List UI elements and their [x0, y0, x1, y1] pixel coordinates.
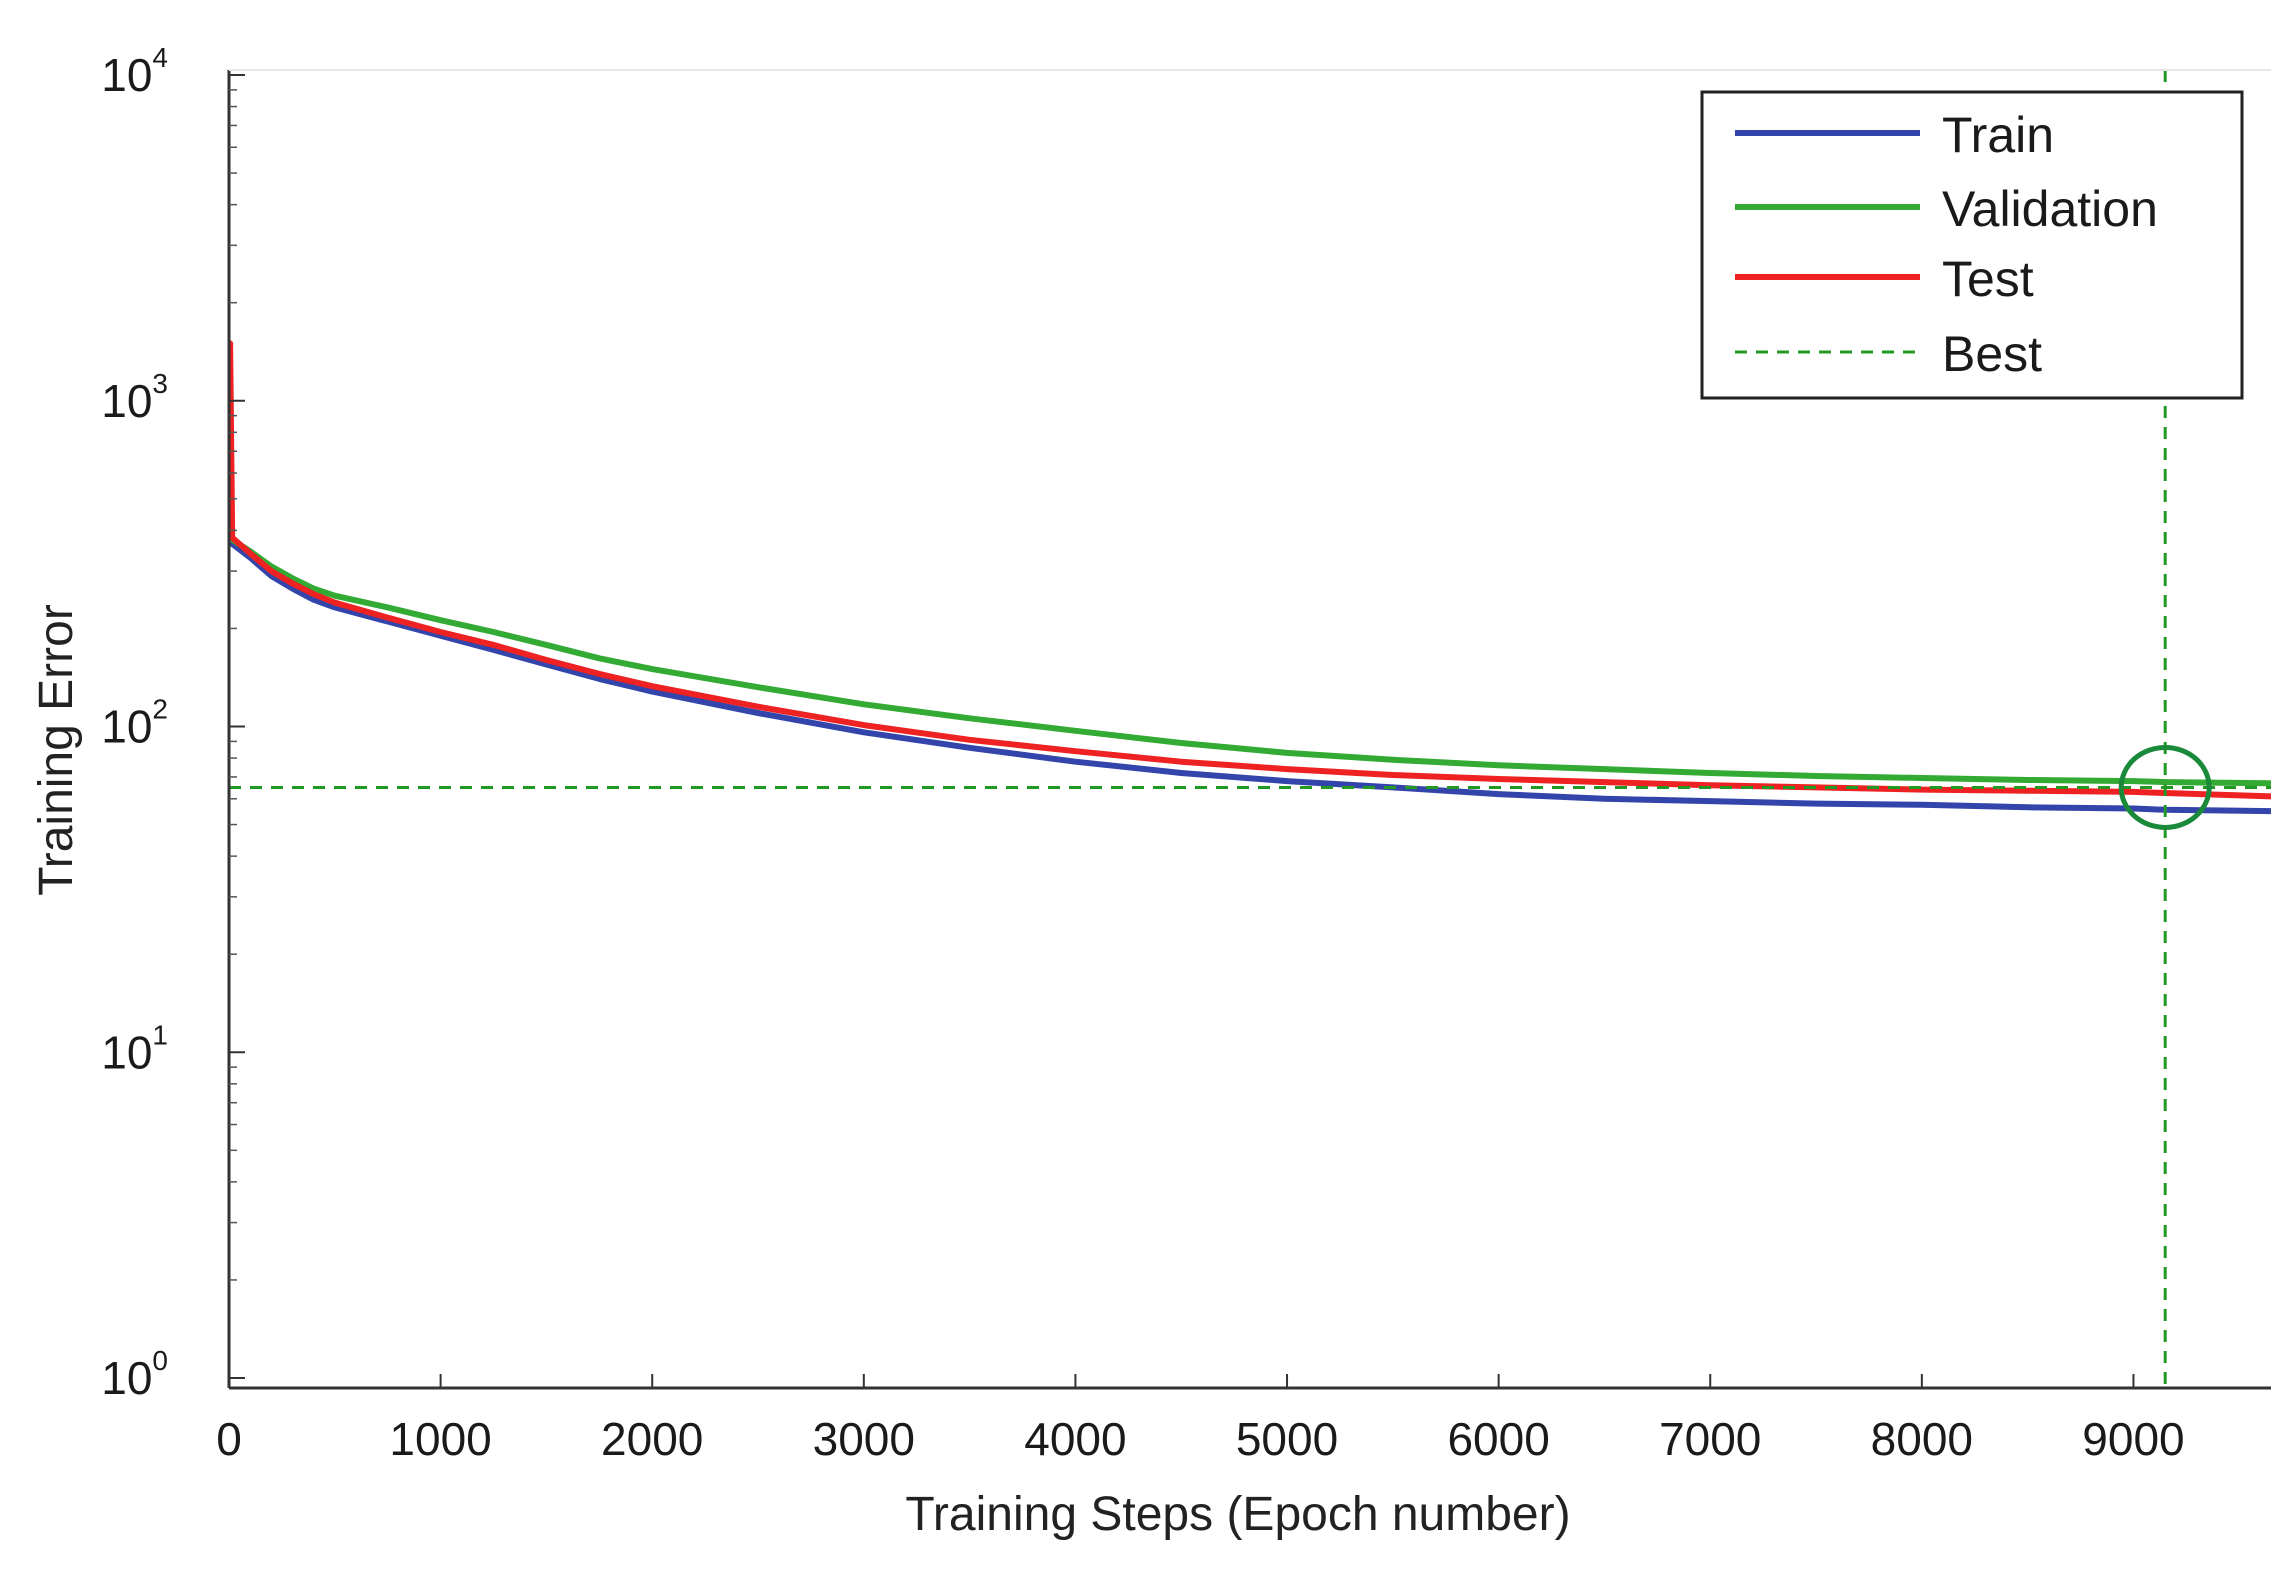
x-tick-label: 5000: [1236, 1413, 1338, 1465]
x-tick-label: 1000: [389, 1413, 491, 1465]
legend: Train Validation Test Best: [1700, 90, 2244, 400]
x-tick-label: 6000: [1447, 1413, 1549, 1465]
x-tick-label: 7000: [1659, 1413, 1761, 1465]
y-tick-label: 101: [101, 1019, 168, 1078]
axes-layer: [227, 69, 2271, 1390]
legend-label-best: Best: [1942, 326, 2042, 382]
legend-label-test: Test: [1942, 251, 2034, 307]
y-tick-exponent: 4: [152, 42, 168, 73]
legend-box: [1700, 90, 2244, 400]
y-tick-label: 100: [101, 1345, 168, 1404]
x-tick-label: 3000: [813, 1413, 915, 1465]
y-tick-exponent: 0: [152, 1345, 168, 1376]
plot-area: [229, 70, 2271, 1388]
legend-label-train: Train: [1942, 107, 2054, 163]
x-tick-label: 9000: [2082, 1413, 2184, 1465]
series-line-validation: [229, 535, 2271, 787]
y-tick-exponent: 2: [152, 694, 168, 725]
y-tick-exponent: 1: [152, 1019, 168, 1050]
y-tick-exponent: 3: [152, 368, 168, 399]
x-axis-label: Training Steps (Epoch number): [905, 1488, 1570, 1541]
x-tick-label: 4000: [1024, 1413, 1126, 1465]
ticks-layer: 0 1000 2000 3000 4000 5000 6000 7000 8000 9000100…: [101, 42, 2184, 1465]
x-tick-label: 8000: [1871, 1413, 1973, 1465]
legend-label-validation: Validation: [1942, 181, 2158, 237]
best-point-circle: [2118, 744, 2212, 830]
series-line-train: [229, 539, 2271, 815]
y-axis-label: Training Error: [30, 604, 83, 896]
x-tick-label: 2000: [601, 1413, 703, 1465]
x-tick-label: 0: [216, 1413, 242, 1465]
